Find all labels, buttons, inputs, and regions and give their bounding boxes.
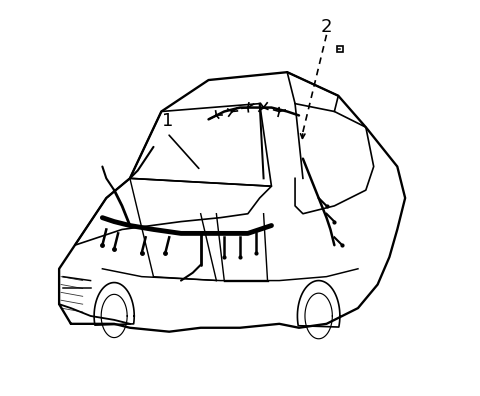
Text: 1: 1 [162, 112, 173, 130]
Text: 2: 2 [321, 18, 332, 36]
